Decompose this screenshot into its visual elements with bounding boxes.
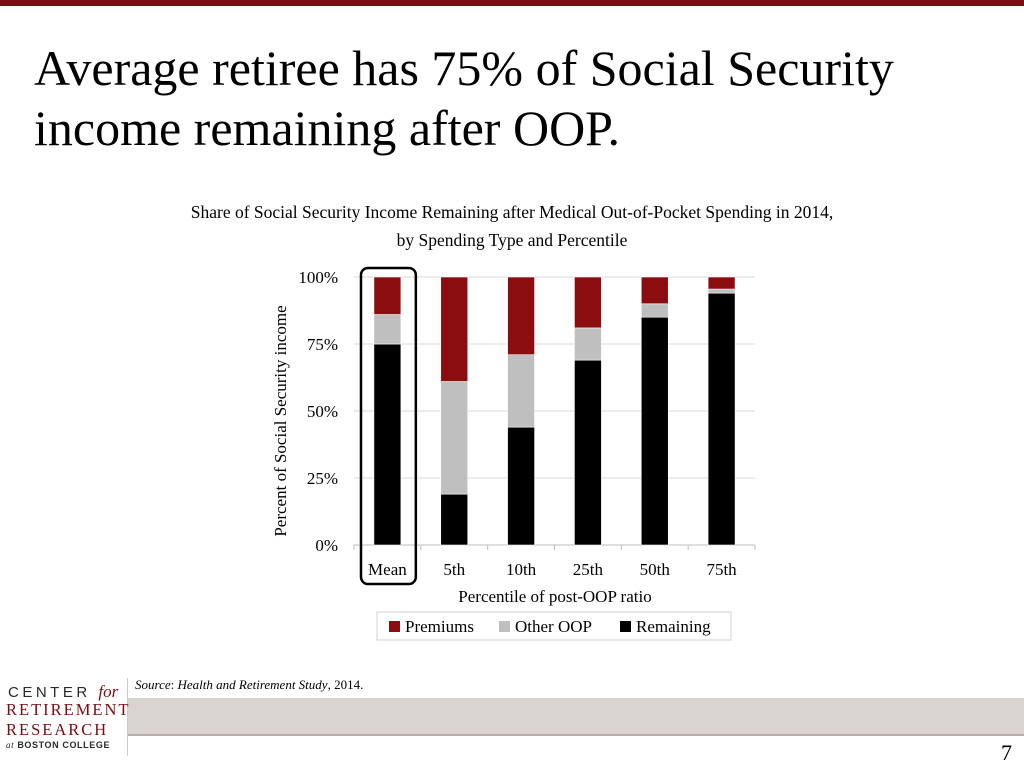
page-number: 7 [1001,740,1012,765]
mean-highlight-box [359,266,418,586]
source-note: Source: Health and Retirement Study, 201… [135,677,364,692]
bar-other-oop-25th [574,327,602,361]
bar-premiums-50th [640,276,669,305]
y-tick-label: 25% [307,469,338,488]
x-tick-label: 75th [706,560,737,579]
bar-premiums-10th [507,276,535,356]
bar-premiums-5th [440,276,469,382]
bar-premiums-75th [707,276,736,290]
bar-remaining-50th [640,316,669,546]
chart-title-line-1: Share of Social Security Income Remainin… [190,202,834,222]
bar-other-oop-75th [707,288,736,294]
y-tick-label: 75% [307,335,338,354]
legend-box [376,611,732,641]
slide-title: Average retiree has 75% of Social Securi… [34,40,894,156]
y-axis-ticks: 0% 25% 50% 75% 100% [298,268,338,555]
x-tick-label: 10th [506,560,537,579]
bar-other-oop-mean [373,314,402,345]
bar-other-oop-10th [507,354,535,428]
bar-remaining-75th [707,292,736,546]
bar-remaining-25th [574,359,602,546]
y-tick-label: 0% [315,536,338,555]
bar-remaining-10th [507,426,535,546]
legend-label-premiums: Premiums [405,617,474,636]
y-axis-label: Percent of Social Security income [271,305,290,536]
gridlines [353,276,756,550]
footer-divider [0,734,1024,736]
legend-swatch-other-oop [499,621,510,632]
x-tick-label: 50th [640,560,671,579]
crr-logo: CENTER for RETIREMENT RESEARCH at BOSTON… [0,678,131,756]
x-axis-ticks: Mean 5th 10th 25th 50th 75th [368,560,737,579]
top-accent-bar [0,0,1024,6]
x-tick-label: 25th [573,560,604,579]
legend-swatch-remaining [620,621,631,632]
logo-line-3: RESEARCH [6,720,109,739]
legend-label-other-oop: Other OOP [515,617,592,636]
bar-remaining-5th [440,493,469,546]
bar-premiums-mean [373,276,402,315]
footer-band [0,698,1024,734]
bar-remaining-mean [373,343,402,546]
chart-title: Share of Social Security Income Remainin… [60,198,964,254]
logo-line-4: at BOSTON COLLEGE [6,740,111,750]
legend-swatch-premiums [389,621,400,632]
legend-label-remaining: Remaining [636,617,711,636]
x-axis-label: Percentile of post-OOP ratio [458,587,651,606]
bars [373,276,736,546]
chart-title-line-2: by Spending Type and Percentile [396,230,628,250]
legend: Premiums Other OOP Remaining [376,611,732,641]
x-tick-label: Mean [368,560,407,579]
logo-line-2: RETIREMENT [6,700,131,719]
y-tick-label: 50% [307,402,338,421]
x-tick-label: 5th [443,560,465,579]
bar-other-oop-5th [440,381,469,495]
logo-line-1: CENTER for [8,682,119,701]
y-tick-label: 100% [298,268,338,287]
bar-other-oop-50th [640,303,669,318]
bar-premiums-25th [574,276,602,329]
